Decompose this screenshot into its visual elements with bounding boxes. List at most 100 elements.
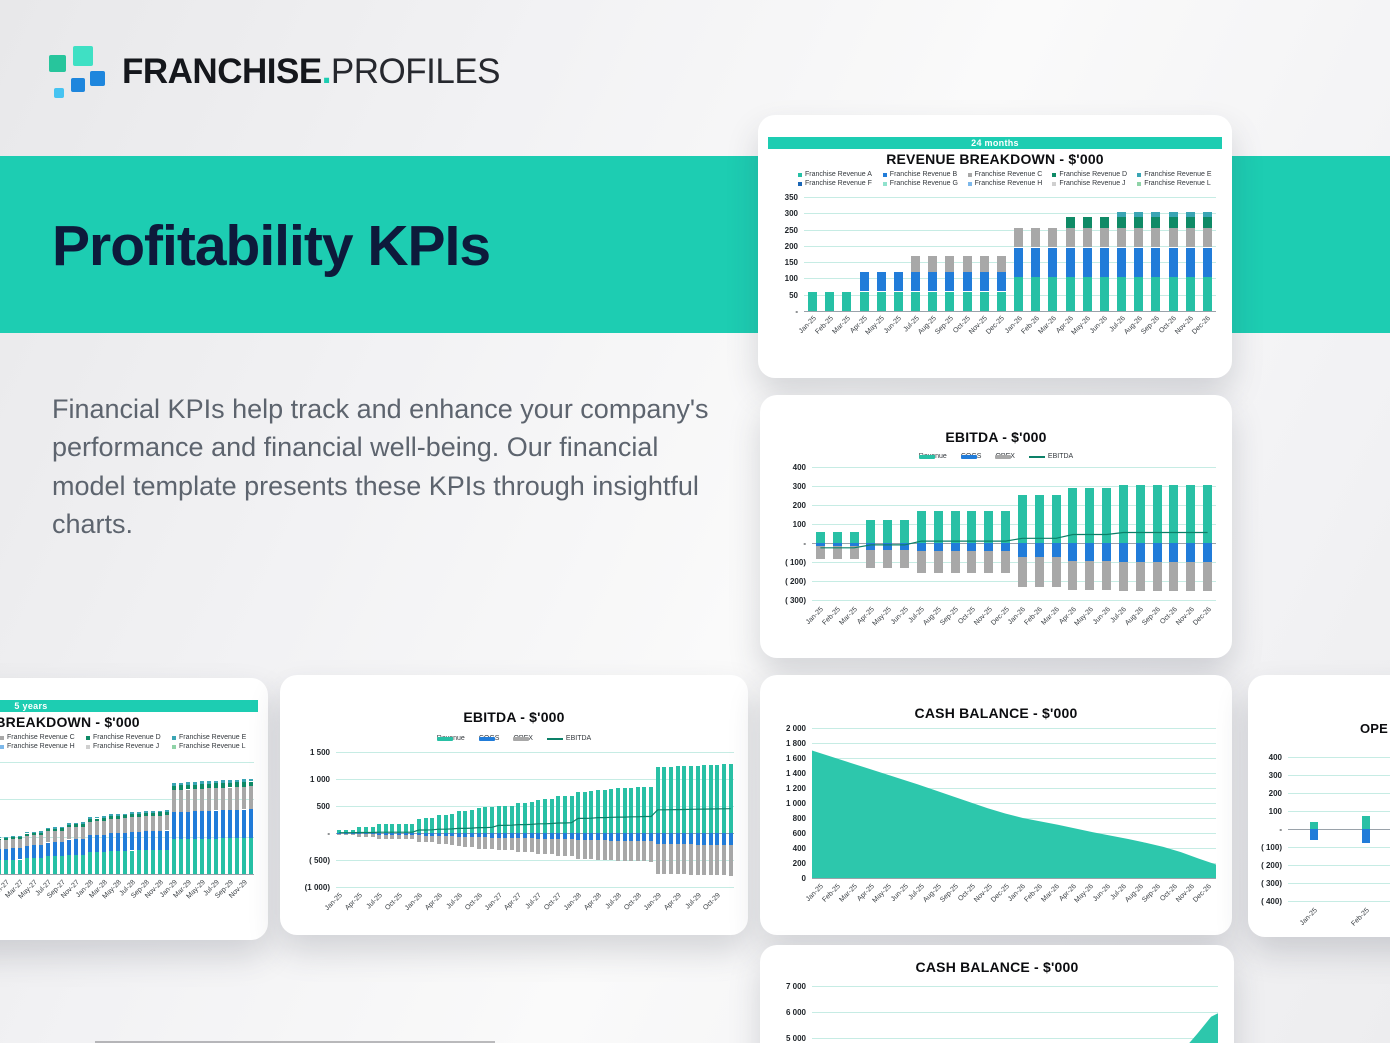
bar-segment xyxy=(234,787,239,810)
bar-segment xyxy=(390,834,395,839)
bar-segment xyxy=(3,859,8,874)
bar-segment xyxy=(695,765,700,833)
bar-segment xyxy=(248,781,253,787)
bar-segment xyxy=(529,838,534,852)
y-axis-tick: 200 xyxy=(792,859,806,868)
bar-segment xyxy=(456,811,461,833)
legend-label: Franchise Revenue L xyxy=(1144,180,1211,187)
bar-segment xyxy=(1065,227,1075,248)
bar-segment xyxy=(1051,494,1061,543)
bar-segment xyxy=(1202,276,1212,311)
legend-swatch xyxy=(1052,172,1057,177)
bar-segment xyxy=(234,838,239,874)
grid-line xyxy=(804,197,1216,198)
bar-segment xyxy=(73,827,78,840)
bar-segment xyxy=(849,531,859,543)
bar-segment xyxy=(199,781,204,785)
y-axis-tick: 250 xyxy=(784,225,798,235)
legend-item: Franchise Revenue L xyxy=(1137,180,1222,187)
bar-segment xyxy=(629,787,634,833)
bar-segment xyxy=(596,789,600,833)
logo-square-blue-mid xyxy=(71,78,85,92)
y-axis-tick: 200 xyxy=(792,501,806,510)
y-axis-tick: 5 000 xyxy=(785,1034,806,1043)
bar-segment xyxy=(3,848,8,860)
legend-swatch xyxy=(967,181,972,186)
bar-segment xyxy=(1185,211,1195,217)
bar-segment xyxy=(602,840,607,860)
bar-segment xyxy=(933,550,943,574)
bar-segment xyxy=(615,833,620,841)
bar-segment xyxy=(1031,247,1041,277)
grid-line xyxy=(1288,811,1390,812)
bar-segment xyxy=(234,779,239,783)
bar-segment xyxy=(849,545,859,560)
bar-segment xyxy=(157,849,162,874)
bar-segment xyxy=(883,549,893,568)
bar-segment xyxy=(1048,247,1058,277)
grid-line xyxy=(812,562,1216,563)
bar-segment xyxy=(1186,562,1196,591)
bar-segment xyxy=(1202,227,1212,248)
bar-segment xyxy=(1117,247,1127,277)
bar-segment xyxy=(470,836,474,847)
chart-card-revenue-breakdown-5y: 5 years REVENUE BREAKDOWN - $'000 Franch… xyxy=(0,678,268,940)
bar-segment xyxy=(185,789,190,812)
bar-segment xyxy=(143,831,148,851)
bar-segment xyxy=(866,543,876,550)
bar-segment xyxy=(122,813,127,816)
bar-segment xyxy=(1185,276,1195,311)
bar-segment xyxy=(916,543,926,551)
bar-segment xyxy=(1151,227,1161,248)
bar-segment xyxy=(108,833,113,852)
bar-segment xyxy=(962,291,972,311)
y-axis-tick: 50 xyxy=(789,290,798,300)
bar-segment xyxy=(383,823,388,833)
bar-segment xyxy=(416,835,421,842)
bar-segment xyxy=(916,550,926,574)
bar-segment xyxy=(241,781,246,787)
bar-segment xyxy=(3,839,8,849)
bar-segment xyxy=(1117,276,1127,311)
bar-segment xyxy=(1017,557,1027,587)
bar-segment xyxy=(702,833,707,845)
bar-segment xyxy=(815,543,825,546)
legend-swatch xyxy=(546,737,563,740)
bar-segment xyxy=(87,835,92,853)
bar-segment xyxy=(529,833,534,839)
bar-segment xyxy=(562,796,567,833)
bar-segment xyxy=(1001,543,1011,551)
bar-segment xyxy=(509,833,514,838)
bar-segment xyxy=(1048,227,1058,248)
grid-line xyxy=(804,278,1216,280)
bar-segment xyxy=(702,765,707,833)
bar-segment xyxy=(220,838,225,874)
y-axis-tick: 300 xyxy=(784,209,798,219)
y-axis-tick: 400 xyxy=(792,844,806,853)
bar-segment xyxy=(1135,543,1145,562)
bar-segment xyxy=(227,782,232,788)
bar-segment xyxy=(66,823,71,825)
bar-segment xyxy=(483,807,488,833)
bar-segment xyxy=(403,823,408,833)
bar-segment xyxy=(248,778,253,782)
bar-segment xyxy=(157,830,162,850)
bar-segment xyxy=(52,827,57,829)
bar-segment xyxy=(150,850,155,874)
bar-segment xyxy=(94,821,99,836)
bar-segment xyxy=(87,821,92,836)
chart-card-ebitda-5y: EBITDA - $'000 Revenue COGS OPEX EBITDA 1 5… xyxy=(280,675,748,935)
bar-segment xyxy=(715,764,720,833)
bar-segment xyxy=(950,550,960,574)
grid-line xyxy=(812,986,1218,987)
bar-segment xyxy=(1168,211,1178,217)
bar-segment xyxy=(122,815,127,819)
bar-segment xyxy=(489,806,494,833)
grid-line xyxy=(336,860,734,861)
bar-segment xyxy=(136,816,141,832)
y-axis-tick: 1 200 xyxy=(785,784,806,793)
bar-segment xyxy=(688,833,693,845)
bar-segment xyxy=(996,255,1006,272)
bar-segment xyxy=(962,271,972,292)
